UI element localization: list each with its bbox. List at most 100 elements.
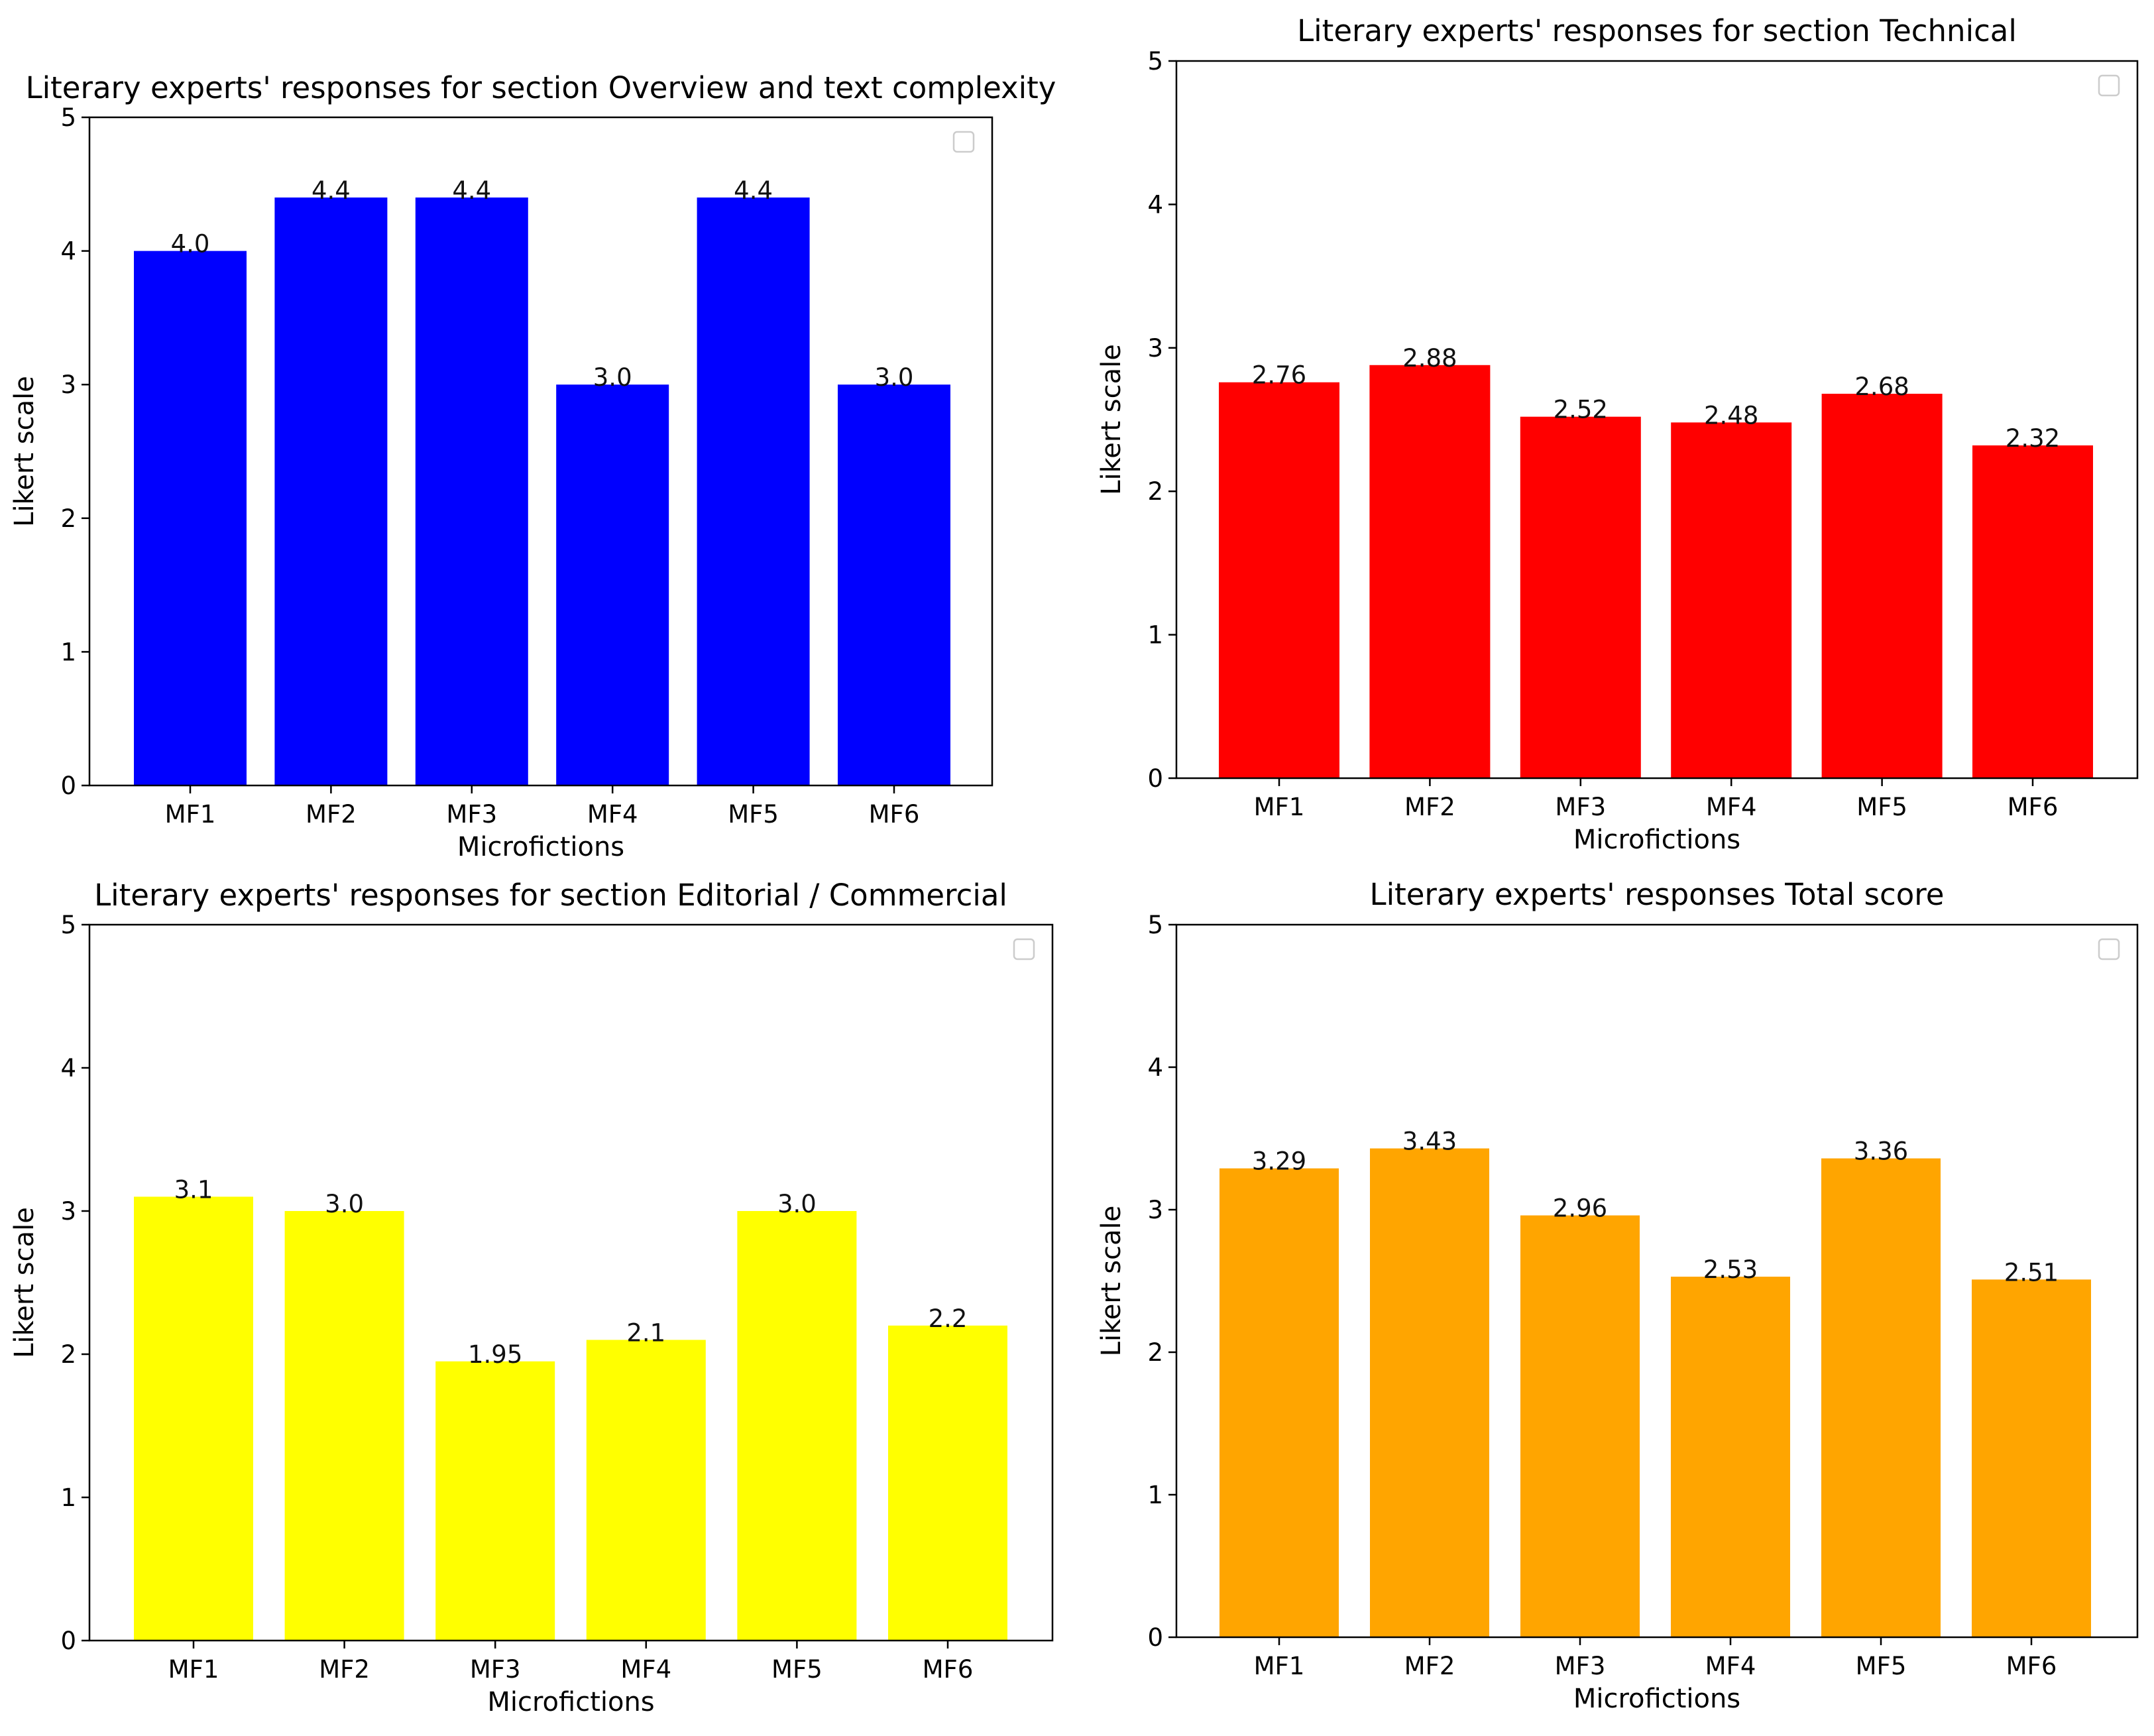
chart-title: Literary experts' responses Total score [1370,877,1945,912]
legend-box [2098,74,2120,97]
plot-frame [88,923,1054,1642]
bar-mf2 [284,1211,404,1641]
bar-value-label: 2.53 [1703,1255,1758,1284]
bar-mf3 [1520,1215,1640,1637]
bar-mf4 [1671,1277,1790,1637]
bar-mf3 [1520,416,1641,778]
chart-editorial-commercial: Literary experts' responses for section … [9,878,1054,1717]
y-axis-label: Likert scale [1096,344,1127,495]
bar-value-label: 3.0 [875,363,914,392]
y-tick-label: 2 [60,1340,76,1369]
x-tick-label: MF2 [319,1655,370,1684]
y-tick-label: 3 [1147,334,1163,363]
chart-title: Literary experts' responses for section … [26,70,1056,105]
y-tick-label: 4 [60,1054,76,1082]
bar-mf6 [1972,1279,2091,1637]
y-tick-label: 4 [1147,1053,1163,1082]
y-tick-label: 2 [1147,477,1163,506]
bar-mf6 [888,1325,1007,1641]
y-tick-label: 3 [60,371,76,399]
bar-value-label: 4.4 [734,176,773,205]
x-tick-label: MF5 [771,1655,822,1684]
plot-frame [88,116,993,787]
x-axis-label: Microfictions [457,832,624,862]
y-tick-label: 1 [60,1483,76,1512]
x-tick-label: MF1 [168,1655,219,1684]
bar-mf5 [1821,1158,1941,1637]
y-tick-label: 4 [1147,190,1163,219]
chart-overview-text-complexity: Literary experts' responses for section … [9,70,1056,862]
bar-value-label: 2.76 [1252,361,1306,390]
plot-frame [1175,60,2139,780]
bar-mf6 [838,384,950,785]
bar-mf3 [415,197,528,786]
x-tick-label: MF5 [1856,793,1907,821]
x-tick-label: MF3 [1555,1652,1606,1680]
bar-value-label: 3.0 [777,1190,817,1218]
bar-mf2 [1369,365,1491,778]
bar-value-label: 2.96 [1553,1194,1607,1223]
chart-title: Literary experts' responses for section … [94,878,1007,913]
legend-box [952,131,975,153]
y-tick-label: 5 [60,911,76,939]
legend-box [2098,938,2120,960]
y-tick-label: 5 [1147,911,1163,939]
x-tick-label: MF6 [2006,1652,2057,1680]
x-tick-label: MF4 [1705,1652,1756,1680]
bar-value-label: 3.29 [1252,1147,1306,1176]
y-tick-label: 0 [60,1627,76,1655]
bar-value-label: 2.51 [2004,1258,2059,1287]
y-tick-label: 2 [1147,1338,1163,1367]
plot-frame [1175,923,2139,1639]
bar-mf1 [1219,382,1339,778]
y-tick-label: 5 [60,103,76,132]
x-tick-label: MF1 [1254,1652,1305,1680]
y-tick-label: 3 [60,1197,76,1226]
y-tick-label: 0 [60,772,76,800]
x-tick-label: MF4 [587,800,638,829]
x-tick-label: MF3 [470,1655,521,1684]
y-tick-label: 1 [1147,621,1163,650]
bar-value-label: 2.88 [1402,344,1457,373]
bar-mf5 [697,197,810,786]
bar-value-label: 3.1 [174,1175,213,1204]
bar-mf2 [274,197,388,786]
bar-mf1 [134,251,247,786]
bar-value-label: 3.43 [1402,1128,1457,1156]
bar-mf1 [1219,1168,1339,1637]
x-tick-label: MF6 [869,800,920,829]
bar-value-label: 2.68 [1854,373,1909,401]
y-tick-label: 4 [60,237,76,266]
x-tick-label: MF1 [1254,793,1305,821]
x-tick-label: MF5 [1856,1652,1907,1680]
y-tick-label: 0 [1147,1623,1163,1652]
bar-mf5 [1821,394,1943,778]
x-tick-label: MF3 [1555,793,1606,821]
bar-value-label: 2.48 [1704,401,1758,430]
y-tick-label: 2 [60,504,76,533]
y-axis-label: Likert scale [9,1207,40,1358]
bar-mf2 [1370,1148,1489,1637]
x-tick-label: MF4 [620,1655,671,1684]
y-axis-label: Likert scale [9,376,40,527]
x-tick-label: MF2 [1404,1652,1455,1680]
x-tick-label: MF3 [446,800,497,829]
bar-value-label: 4.4 [452,176,491,205]
bar-value-label: 2.2 [929,1304,968,1333]
bar-value-label: 2.52 [1554,396,1608,424]
y-tick-label: 0 [1147,764,1163,793]
x-tick-label: MF1 [165,800,216,829]
y-tick-label: 5 [1147,47,1163,76]
x-axis-label: Microfictions [487,1687,654,1717]
legend-box [1013,938,1035,960]
x-axis-label: Microfictions [1573,1684,1740,1714]
x-tick-label: MF2 [1404,793,1455,821]
bar-value-label: 2.32 [2006,424,2060,453]
bar-mf4 [1671,422,1792,778]
x-tick-label: MF2 [306,800,357,829]
x-tick-label: MF4 [1706,793,1757,821]
x-tick-label: MF5 [728,800,779,829]
bar-value-label: 1.95 [468,1340,522,1369]
y-axis-label: Likert scale [1096,1206,1127,1357]
bar-mf5 [737,1211,857,1641]
